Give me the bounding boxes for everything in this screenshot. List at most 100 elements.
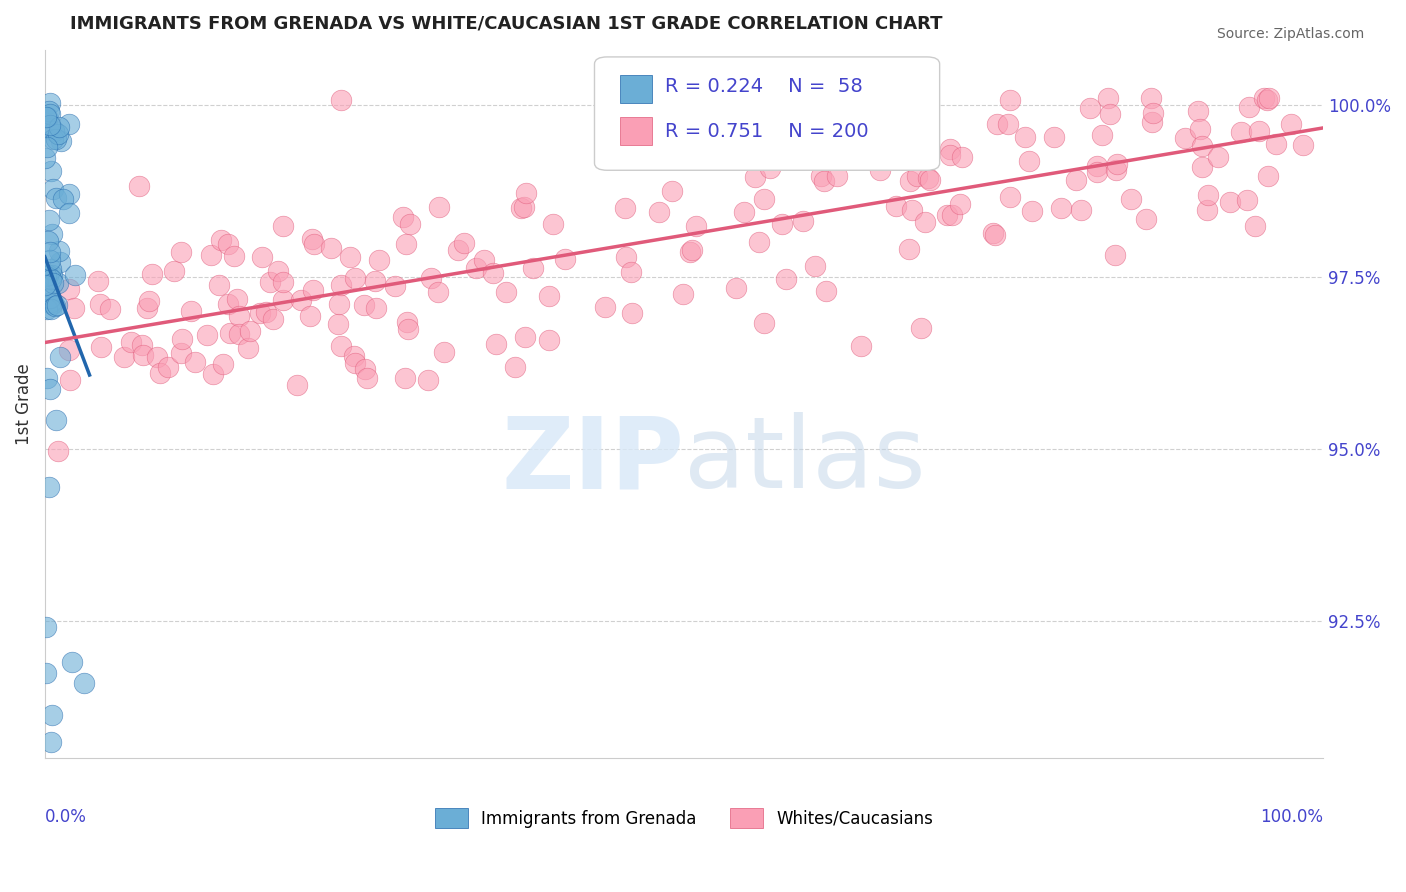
Point	[202, 367, 225, 381]
Point	[38, 96, 60, 111]
Point	[917, 171, 939, 186]
Point	[513, 330, 536, 344]
Point	[262, 312, 284, 326]
Point	[392, 211, 415, 225]
Point	[748, 235, 770, 250]
Point	[447, 244, 470, 258]
Point	[46, 444, 69, 458]
Point	[45, 191, 67, 205]
Point	[1281, 117, 1303, 131]
Point	[41, 268, 63, 282]
Point	[620, 265, 643, 279]
Point	[354, 362, 377, 376]
Point	[366, 301, 388, 315]
Point	[1085, 159, 1108, 173]
Point	[672, 286, 695, 301]
Point	[252, 250, 274, 264]
Point	[825, 169, 848, 184]
Point	[918, 136, 941, 151]
Point	[396, 321, 419, 335]
Point	[810, 169, 832, 184]
Point	[44, 299, 66, 313]
Text: Source: ZipAtlas.com: Source: ZipAtlas.com	[1216, 27, 1364, 41]
Point	[302, 236, 325, 251]
Point	[884, 199, 907, 213]
Point	[394, 237, 416, 252]
Point	[51, 134, 73, 148]
Point	[34, 278, 56, 293]
Point	[131, 348, 153, 362]
Point	[1000, 93, 1022, 107]
Point	[39, 294, 62, 309]
Point	[554, 252, 576, 266]
Point	[90, 340, 112, 354]
Point	[1018, 153, 1040, 168]
Point	[146, 350, 169, 364]
Point	[754, 316, 776, 330]
Point	[917, 91, 939, 105]
Point	[1139, 91, 1161, 105]
Point	[271, 293, 294, 307]
Point	[35, 269, 58, 284]
Point	[427, 200, 450, 214]
Point	[38, 213, 60, 227]
Point	[522, 261, 544, 276]
Point	[39, 245, 62, 260]
Point	[503, 360, 526, 375]
Point	[86, 273, 108, 287]
Point	[39, 106, 62, 120]
Point	[135, 301, 157, 315]
Point	[41, 181, 63, 195]
Text: IMMIGRANTS FROM GRENADA VS WHITE/CAUCASIAN 1ST GRADE CORRELATION CHART: IMMIGRANTS FROM GRENADA VS WHITE/CAUCASI…	[70, 15, 943, 33]
Point	[42, 132, 65, 146]
Point	[1247, 124, 1270, 138]
Point	[37, 302, 59, 317]
Point	[679, 244, 702, 259]
Point	[384, 278, 406, 293]
Point	[35, 139, 58, 153]
Point	[1043, 130, 1066, 145]
Point	[510, 202, 533, 216]
Point	[775, 272, 797, 286]
Point	[681, 243, 703, 257]
Point	[541, 217, 564, 231]
Text: 0.0%: 0.0%	[45, 808, 87, 826]
Point	[1014, 130, 1036, 145]
Point	[301, 284, 323, 298]
Point	[884, 152, 907, 166]
Text: atlas: atlas	[683, 412, 925, 509]
Point	[1243, 219, 1265, 234]
Point	[1257, 169, 1279, 184]
Point	[515, 186, 537, 200]
Point	[939, 147, 962, 161]
Point	[197, 327, 219, 342]
Point	[898, 174, 921, 188]
Point	[900, 203, 922, 218]
Point	[49, 255, 72, 269]
Point	[731, 111, 754, 125]
Point	[180, 304, 202, 318]
Point	[1142, 105, 1164, 120]
Point	[328, 317, 350, 331]
Point	[290, 293, 312, 307]
Point	[37, 268, 59, 282]
Point	[37, 121, 59, 136]
Point	[34, 620, 56, 634]
Point	[344, 271, 367, 285]
Point	[752, 102, 775, 116]
Point	[914, 215, 936, 229]
Point	[453, 235, 475, 250]
Point	[1174, 131, 1197, 145]
Point	[38, 252, 60, 267]
Point	[815, 284, 838, 298]
Point	[52, 192, 75, 206]
Point	[34, 151, 56, 165]
Point	[1121, 192, 1143, 206]
Point	[537, 333, 560, 347]
Point	[1187, 103, 1209, 118]
Legend: Immigrants from Grenada, Whites/Caucasians: Immigrants from Grenada, Whites/Caucasia…	[427, 801, 941, 835]
Point	[1253, 91, 1275, 105]
Point	[950, 150, 973, 164]
Point	[593, 300, 616, 314]
Point	[98, 302, 121, 317]
